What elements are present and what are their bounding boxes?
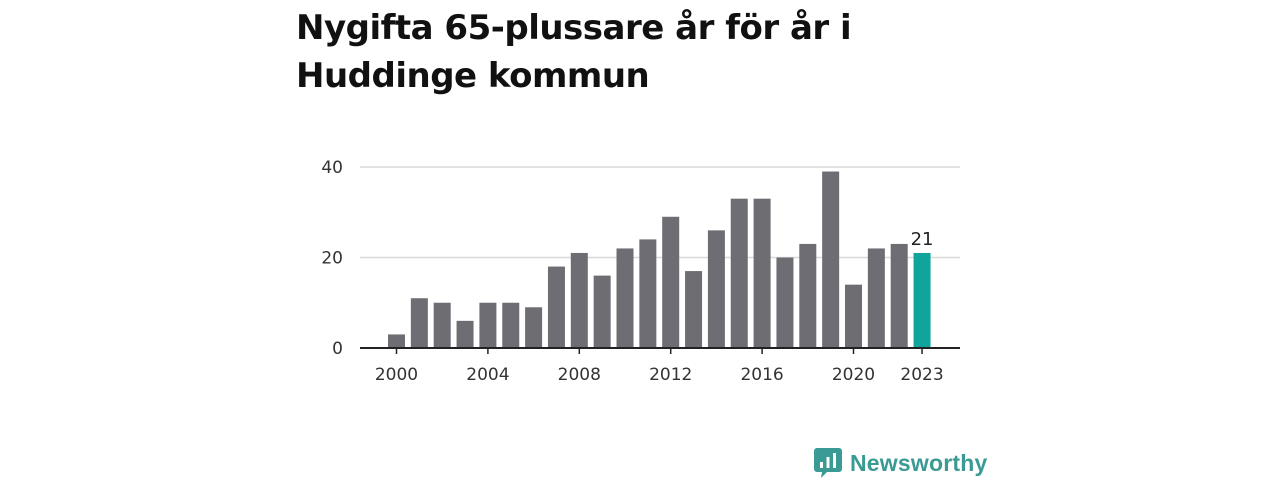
bar-2020 <box>845 284 862 348</box>
x-tick-label: 2000 <box>375 365 418 385</box>
x-tick-label: 2020 <box>832 365 875 385</box>
grid-lines <box>360 166 960 259</box>
y-tick-label: 20 <box>321 249 343 269</box>
bar-2006 <box>525 307 543 348</box>
bar-2001 <box>410 298 428 348</box>
bar-2003 <box>456 320 474 348</box>
y-tick-label: 0 <box>332 339 343 359</box>
bars <box>388 171 931 348</box>
bar-2018 <box>799 243 817 348</box>
x-tick-label: 2008 <box>558 365 601 385</box>
bar-2012 <box>662 216 680 348</box>
bar-2002 <box>433 302 451 348</box>
x-tick-label: 2004 <box>466 365 509 385</box>
bar-2010 <box>616 248 634 348</box>
bar-2013 <box>685 271 703 348</box>
bar-2007 <box>547 266 565 348</box>
bar-2021 <box>867 248 885 348</box>
bar-2016 <box>753 198 771 348</box>
bar-2005 <box>502 302 520 348</box>
bar-2014 <box>707 230 725 348</box>
newsworthy-logo: Newsworthy <box>814 446 987 480</box>
bar-2015 <box>730 198 748 348</box>
axes <box>360 347 960 354</box>
bar-2011 <box>639 239 657 348</box>
bar-2009 <box>593 275 611 348</box>
chart-title: Nygifta 65-plussare år för år i Huddinge… <box>296 8 852 96</box>
bar-2019 <box>822 171 840 348</box>
bar-chart: 0 20 40 21 2000 2004 2008 2012 2016 2020 2023 <box>321 158 960 385</box>
bar-2000 <box>388 334 405 348</box>
bar-2004 <box>479 302 497 348</box>
x-tick-label: 2016 <box>740 365 783 385</box>
brand-name: Newsworthy <box>850 449 988 476</box>
bar-2022 <box>890 243 908 348</box>
bar-2017 <box>776 257 794 348</box>
x-tick-label: 2023 <box>900 365 943 385</box>
x-tick-label: 2012 <box>649 365 692 385</box>
bar-2023 <box>913 252 931 348</box>
chart-speech-bubble-icon <box>814 448 842 478</box>
value-label-2023: 21 <box>911 229 934 250</box>
y-tick-label: 40 <box>321 158 343 178</box>
labels: 0 20 40 21 2000 2004 2008 2012 2016 2020 2023 <box>321 158 943 385</box>
bar-2008 <box>570 252 588 348</box>
